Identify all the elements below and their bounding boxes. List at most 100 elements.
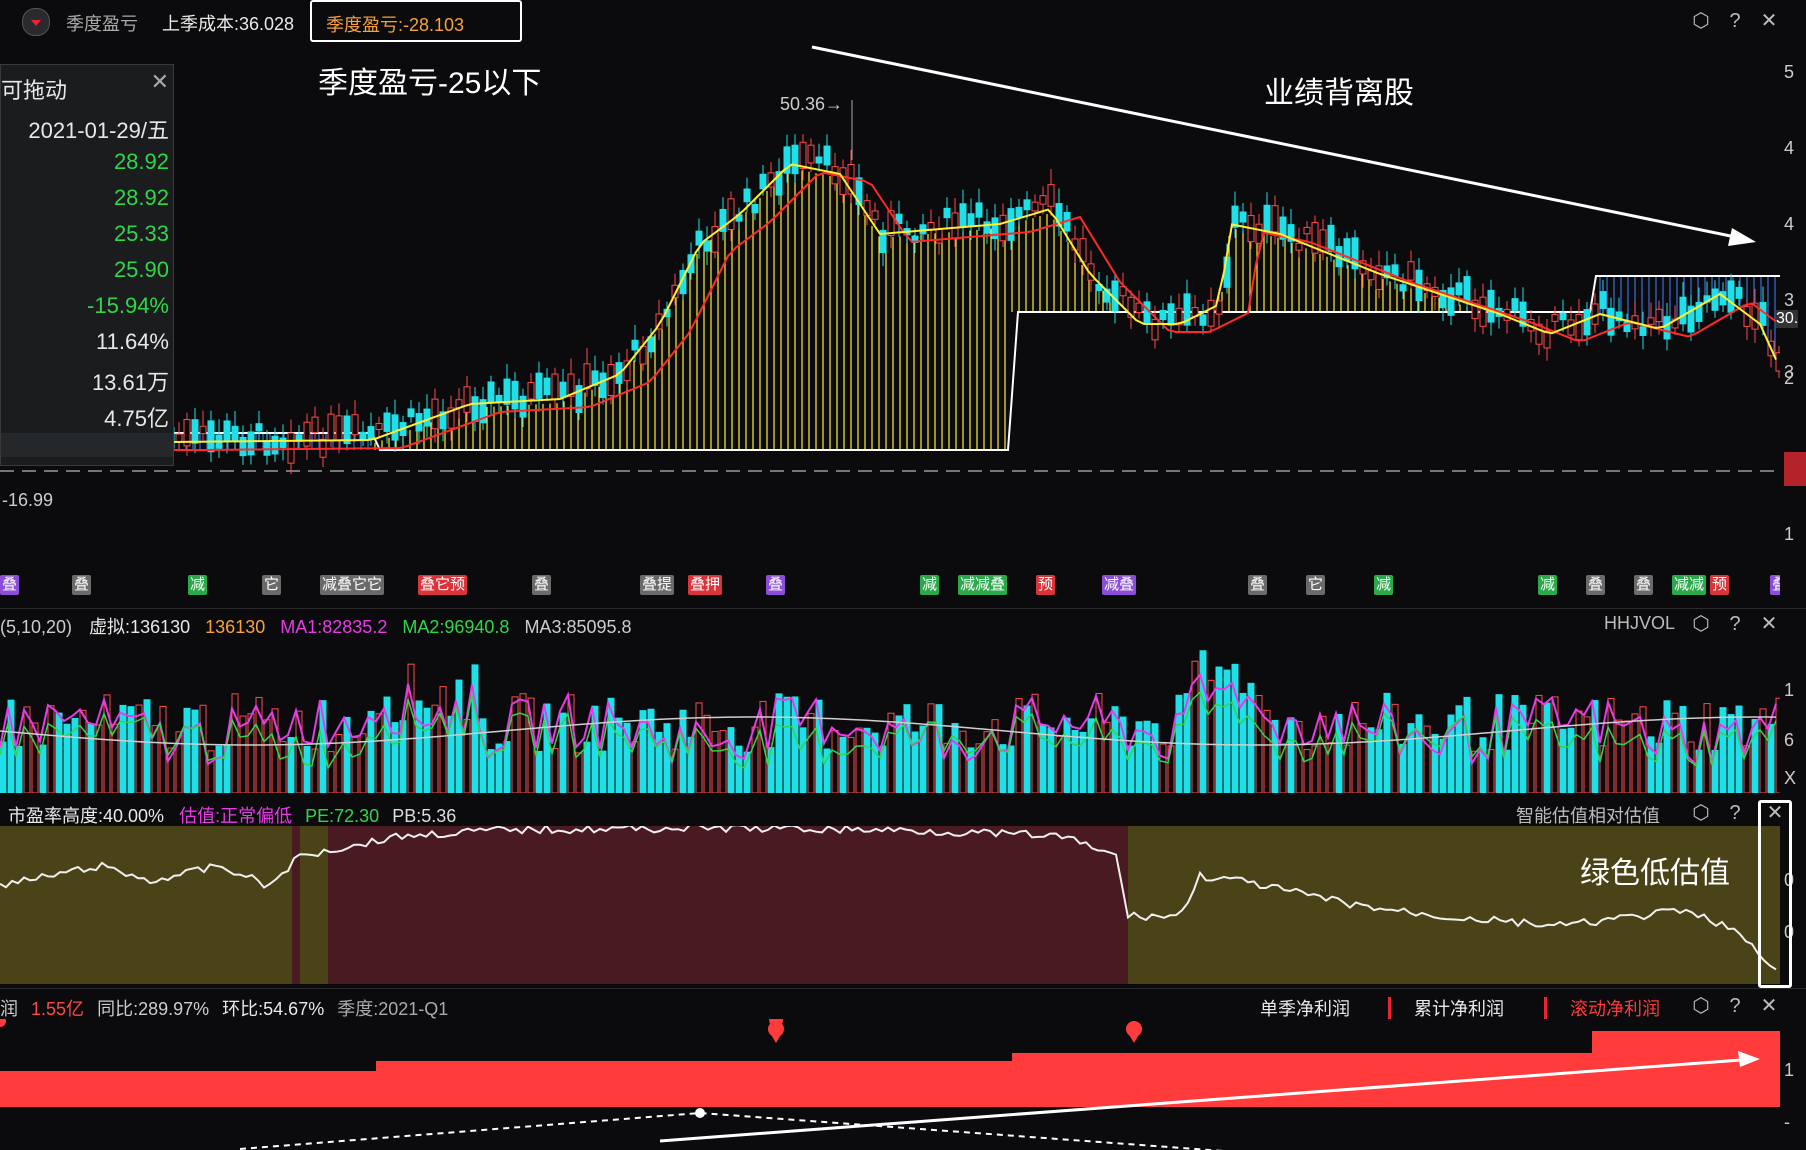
- signal-tag[interactable]: 它: [262, 575, 282, 595]
- signal-tag[interactable]: 减叠: [1102, 575, 1137, 595]
- signal-tag[interactable]: 叠: [532, 575, 552, 595]
- volume-bar: [839, 736, 847, 793]
- close-icon[interactable]: ✕: [1766, 802, 1784, 824]
- candle: [719, 208, 727, 232]
- candle: [799, 141, 807, 170]
- volume-bar: [1431, 733, 1439, 793]
- candle: [1303, 226, 1311, 235]
- settings-hex-icon[interactable]: ⬡: [1692, 995, 1710, 1017]
- signal-tag[interactable]: 预: [1036, 575, 1056, 595]
- tab-rolling-profit[interactable]: 滚动净利润: [1570, 999, 1660, 1019]
- collapse-button[interactable]: [22, 8, 50, 36]
- candle: [711, 226, 719, 253]
- volume-bar: [1599, 745, 1607, 793]
- help-icon[interactable]: ?: [1729, 10, 1741, 32]
- volume-bar: [279, 741, 287, 793]
- volume-bar: [815, 699, 823, 793]
- close-icon[interactable]: ✕: [1760, 995, 1778, 1017]
- volume-bar: [1607, 697, 1615, 793]
- signal-tag[interactable]: 减: [920, 575, 940, 595]
- signal-tag[interactable]: 减: [1374, 575, 1394, 595]
- info-panel-row: 11.64%: [96, 329, 169, 354]
- signal-tag[interactable]: 减: [1538, 575, 1558, 595]
- settings-hex-icon[interactable]: ⬡: [1692, 802, 1710, 824]
- volume-bar: [991, 719, 999, 793]
- signal-tag[interactable]: 叠: [766, 575, 786, 595]
- tab-single-quarter-profit[interactable]: 单季净利润: [1260, 999, 1350, 1019]
- settings-hex-icon[interactable]: ⬡: [1692, 10, 1710, 32]
- info-panel-close-icon[interactable]: ✕: [150, 69, 169, 94]
- signal-tag[interactable]: 叠: [72, 575, 92, 595]
- candle: [551, 373, 559, 400]
- volume-bar: [359, 733, 367, 793]
- info-panel-row: 28.92: [113, 185, 169, 210]
- candle: [1535, 323, 1543, 345]
- info-panel-row: 28.92: [113, 149, 169, 174]
- valuation-indicator-name[interactable]: 智能估值相对估值: [1516, 806, 1660, 826]
- candle: [1351, 237, 1359, 270]
- volume-bar: [263, 719, 271, 793]
- volume-bar: [903, 704, 911, 793]
- signal-tag[interactable]: 减: [188, 575, 208, 595]
- signal-tag[interactable]: 减叠它它: [320, 575, 385, 595]
- candle: [199, 425, 207, 435]
- tab-divider: [1388, 997, 1391, 1019]
- signal-tag[interactable]: 叠: [1586, 575, 1606, 595]
- candle: [383, 412, 391, 432]
- volume-ma1: MA1:82835.2: [280, 617, 388, 637]
- volume-bar: [1775, 697, 1780, 793]
- info-panel[interactable]: 可拖动 ✕ 2021-01-29/五 28.92 28.92 25.33 25.90 -…: [0, 64, 174, 466]
- signal-tag[interactable]: 减减: [1672, 575, 1707, 595]
- volume-bar: [1647, 736, 1655, 793]
- candle: [1639, 326, 1647, 336]
- close-icon[interactable]: ✕: [1760, 10, 1778, 32]
- signal-tag[interactable]: 叠: [0, 575, 20, 595]
- tab-divider: [1544, 997, 1547, 1019]
- axis-label: 5: [1784, 62, 1795, 82]
- candle: [1647, 317, 1655, 325]
- signal-tag[interactable]: 叠押: [688, 575, 723, 595]
- signal-tag[interactable]: 叠: [1634, 575, 1654, 595]
- volume-bar: [1535, 694, 1543, 793]
- valuation-panel: 市盈率高度:40.00% 估值:正常偏低 PE:72.30 PB:5.36 智能…: [0, 796, 1806, 988]
- volume-bar: [535, 750, 543, 793]
- candle: [1279, 216, 1287, 240]
- volume-bar: [775, 693, 783, 793]
- help-icon[interactable]: ?: [1729, 995, 1741, 1017]
- signal-tag[interactable]: 叠它预: [418, 575, 468, 595]
- volume-bar: [1103, 721, 1111, 793]
- signal-tag[interactable]: 减减叠: [958, 575, 1008, 595]
- profit-panel: 润 1.55亿 同比:289.97% 环比:54.67% 季度:2021-Q1 …: [0, 988, 1806, 1150]
- volume-bar: [919, 725, 927, 793]
- volume-bar: [47, 705, 55, 793]
- tab-cumulative-profit[interactable]: 累计净利润: [1414, 999, 1504, 1019]
- candle: [607, 364, 615, 397]
- volume-bar: [471, 664, 479, 793]
- candle: [655, 313, 663, 330]
- signal-tag[interactable]: 它: [1306, 575, 1326, 595]
- volume-bar: [335, 733, 343, 793]
- volume-bar: [1087, 718, 1095, 793]
- candle: [1727, 280, 1735, 313]
- candle: [1615, 311, 1623, 322]
- candle: [431, 398, 439, 430]
- signal-tag[interactable]: 叠提: [640, 575, 675, 595]
- signal-tag[interactable]: 叠: [1248, 575, 1268, 595]
- candle: [279, 437, 287, 448]
- settings-hex-icon[interactable]: ⬡: [1692, 613, 1710, 635]
- volume-indicator-name[interactable]: HHJVOL: [1604, 613, 1676, 633]
- volume-bar: [1383, 692, 1391, 793]
- signal-tag[interactable]: 预: [1710, 575, 1730, 595]
- volume-bar: [1135, 721, 1143, 793]
- candle: [967, 213, 975, 227]
- candle: [1023, 199, 1031, 211]
- volume-bar: [1239, 692, 1247, 793]
- candle: [191, 419, 199, 444]
- volume-ma2-line: [0, 690, 1777, 770]
- help-icon[interactable]: ?: [1729, 613, 1741, 635]
- profit-loss-value: 季度盈亏:-28.103: [326, 15, 465, 35]
- volume-bar: [679, 709, 687, 793]
- help-icon[interactable]: ?: [1729, 802, 1741, 824]
- candle: [231, 425, 239, 442]
- close-icon[interactable]: ✕: [1760, 613, 1778, 635]
